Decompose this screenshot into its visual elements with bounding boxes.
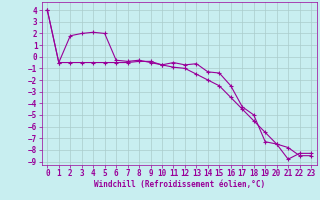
X-axis label: Windchill (Refroidissement éolien,°C): Windchill (Refroidissement éolien,°C) [94,180,265,189]
